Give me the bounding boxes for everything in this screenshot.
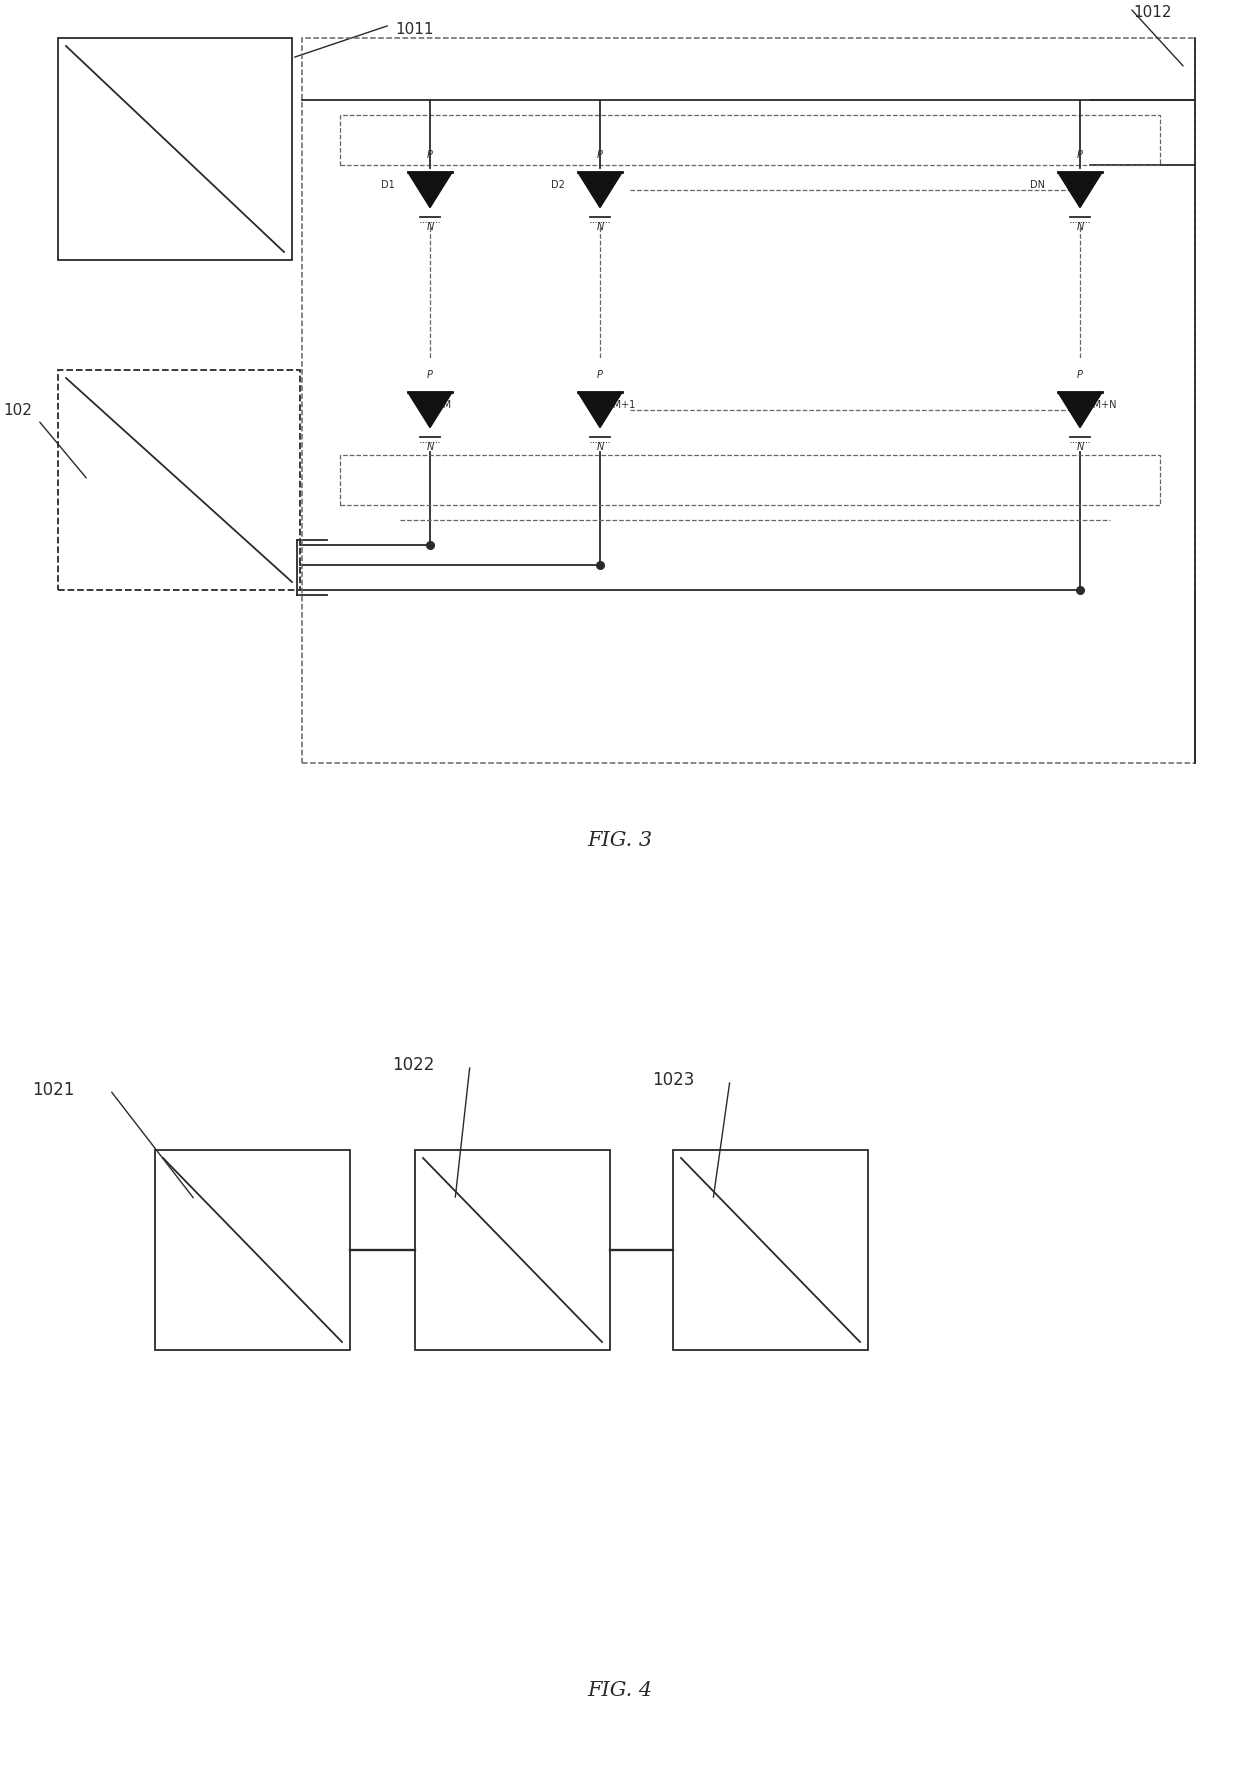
Bar (340, 454, 1159, 505)
Text: FIG. 3: FIG. 3 (588, 830, 652, 850)
Bar (58, 369, 300, 590)
Text: N: N (427, 442, 434, 452)
Text: DM+N: DM+N (1085, 399, 1116, 410)
Bar (155, 1150, 350, 1350)
Text: 1021: 1021 (32, 1081, 74, 1099)
Text: D1: D1 (381, 180, 396, 191)
Text: P: P (427, 369, 433, 380)
Bar (415, 1150, 610, 1350)
Polygon shape (578, 392, 622, 428)
Text: 1023: 1023 (652, 1071, 694, 1088)
Text: D2: D2 (551, 180, 565, 191)
Text: FIG. 4: FIG. 4 (588, 1680, 652, 1700)
Text: N: N (1076, 223, 1084, 231)
Polygon shape (1058, 173, 1102, 207)
Text: P: P (598, 369, 603, 380)
Text: P: P (427, 150, 433, 161)
Text: P: P (1078, 369, 1083, 380)
Text: P: P (1078, 150, 1083, 161)
Text: DM: DM (435, 399, 451, 410)
Text: 1012: 1012 (1133, 5, 1172, 19)
Text: P: P (598, 150, 603, 161)
Polygon shape (578, 173, 622, 207)
Text: 102: 102 (2, 403, 32, 419)
Polygon shape (1058, 392, 1102, 428)
Bar (58, 39, 291, 260)
Bar (673, 1150, 868, 1350)
Text: 1022: 1022 (393, 1057, 435, 1074)
Bar (340, 115, 1159, 164)
Text: N: N (427, 223, 434, 231)
Text: DM+1: DM+1 (605, 399, 635, 410)
Text: N: N (1076, 442, 1084, 452)
Polygon shape (408, 392, 453, 428)
Polygon shape (408, 173, 453, 207)
Bar (303, 39, 1195, 763)
Text: N: N (596, 442, 604, 452)
Text: 1011: 1011 (396, 21, 434, 37)
Text: N: N (596, 223, 604, 231)
Text: DN: DN (1030, 180, 1045, 191)
